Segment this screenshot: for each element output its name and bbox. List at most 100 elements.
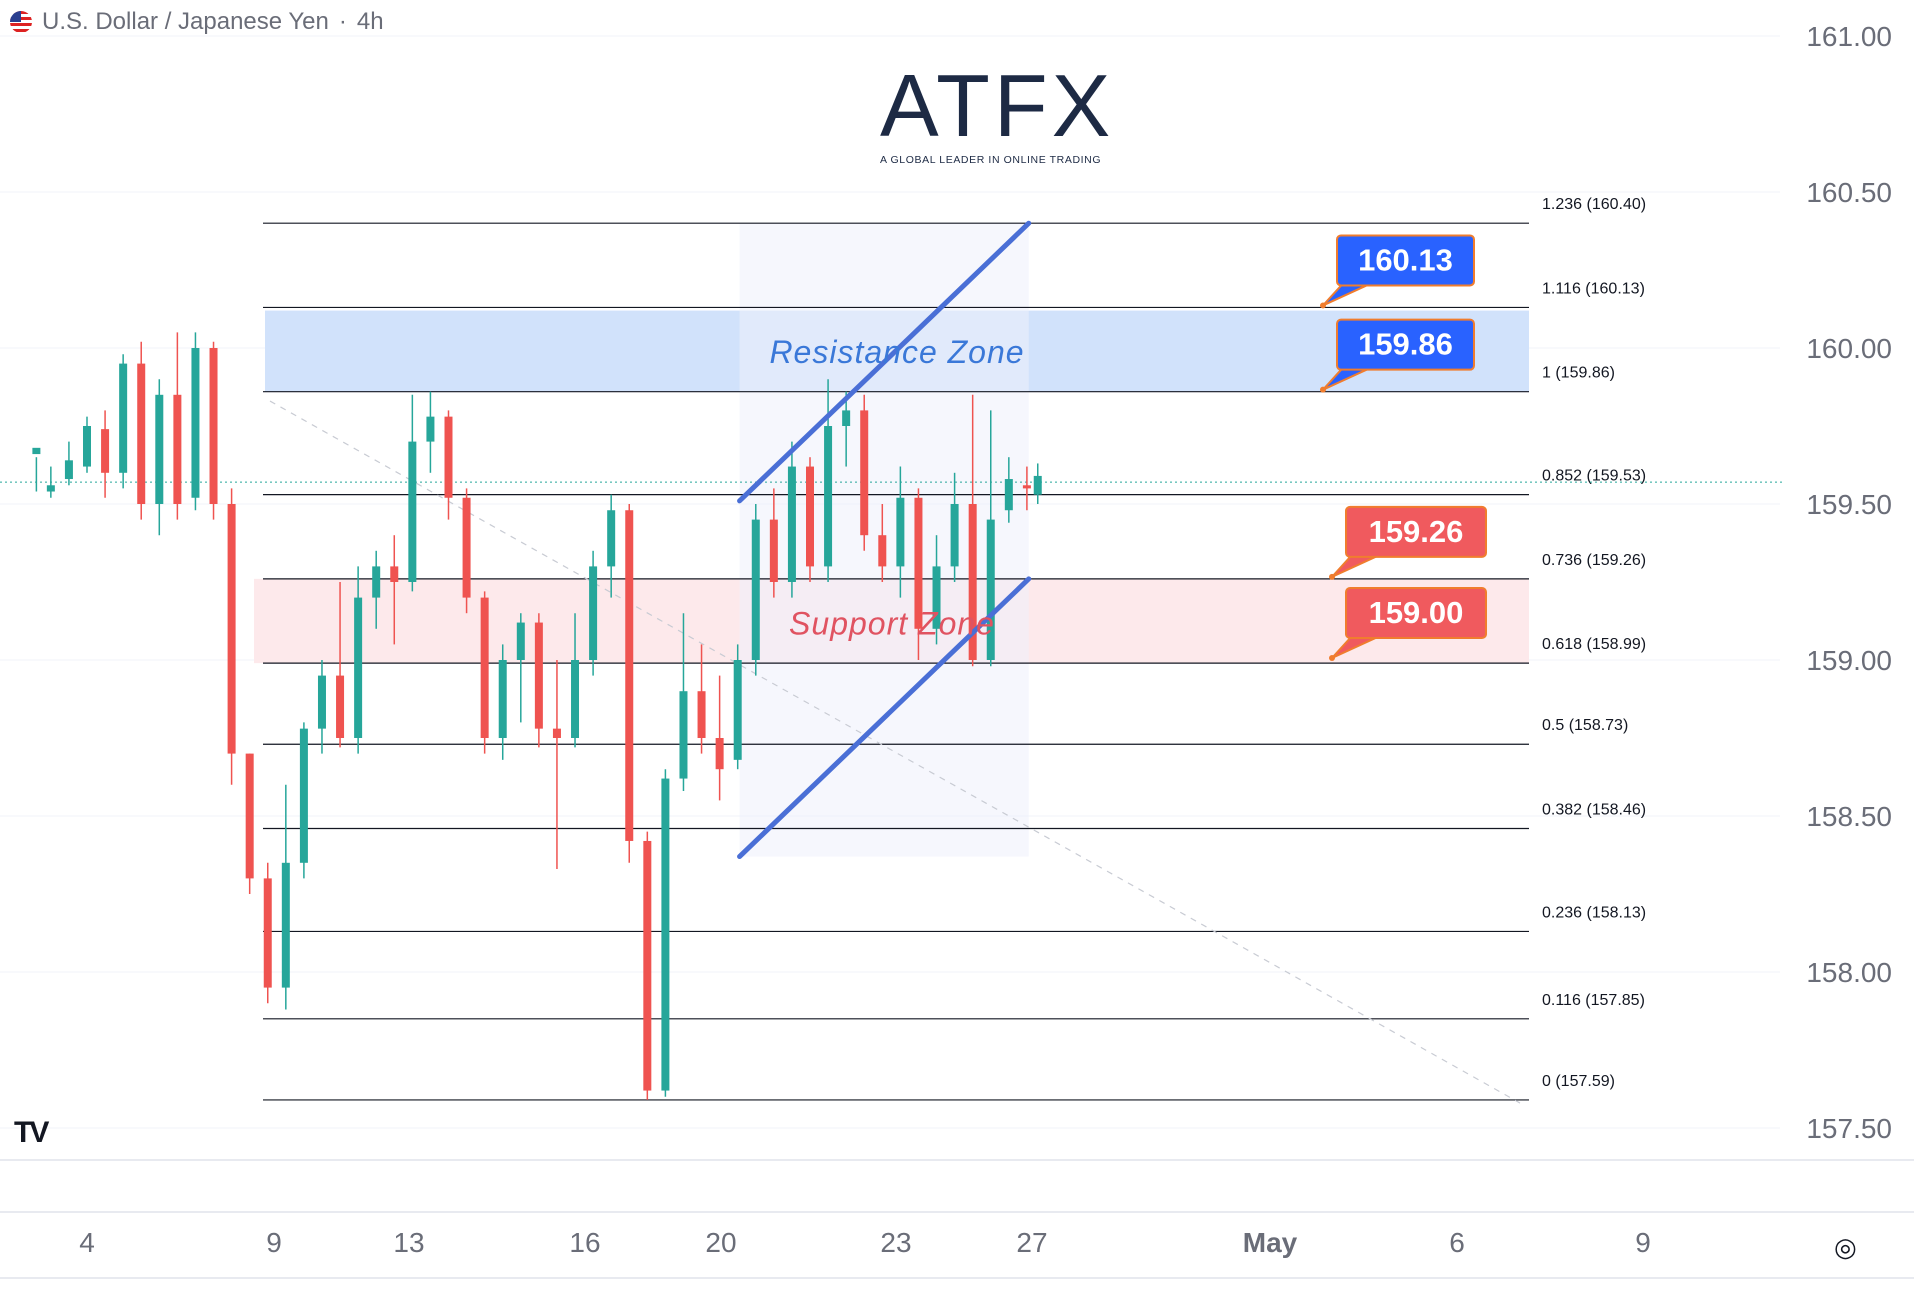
x-tick-label: 20	[705, 1227, 736, 1258]
zones	[254, 223, 1529, 857]
candle-body	[245, 753, 254, 879]
interval-label: 4h	[356, 8, 384, 35]
logo-word: ATFX	[880, 56, 1115, 155]
candle-body	[462, 497, 471, 598]
callout-pointer	[1331, 553, 1381, 578]
candle-body	[968, 504, 977, 660]
x-tick-label: 6	[1449, 1227, 1465, 1258]
symbol-name: U.S. Dollar / Japanese Yen	[42, 8, 329, 35]
candle-body	[607, 510, 616, 567]
fibonacci-levels: 1.236 (160.40) 1.116 (160.13) 1 (159.86) 0.…	[0, 196, 1785, 1104]
y-tick-label: 157.50	[1806, 1113, 1892, 1144]
candle-body	[372, 566, 381, 598]
x-tick-label: 27	[1016, 1227, 1047, 1258]
candle-body	[516, 622, 525, 660]
channel-upper-line	[737, 220, 1032, 504]
candle-body	[498, 660, 507, 738]
callout-pointer	[1322, 282, 1372, 307]
callout-anchor	[1329, 655, 1335, 661]
candle-body	[643, 840, 652, 1091]
candle-body	[914, 497, 923, 629]
callout-text: 159.86	[1358, 327, 1453, 362]
candle-body	[173, 394, 182, 504]
x-tick-label: 23	[880, 1227, 911, 1258]
x-tick-label: 13	[393, 1227, 424, 1258]
candle-body	[227, 504, 236, 754]
callout-box	[1336, 234, 1475, 287]
candle-body	[787, 466, 796, 582]
candle-body	[697, 691, 706, 738]
interval-separator: ·	[338, 8, 347, 35]
axes[interactable]: 161.00 160.50 160.00 159.50 159.00 158.50 158.…	[0, 21, 1914, 1279]
candle-body	[83, 426, 91, 467]
fib-label: 0.5 (158.73)	[1542, 717, 1628, 734]
candle-body	[769, 519, 778, 582]
tradingview-logo-icon[interactable]: TV	[14, 1116, 49, 1149]
callout-anchor	[1320, 302, 1326, 309]
y-tick-label: 158.00	[1806, 957, 1892, 988]
y-tick-label: 159.00	[1806, 645, 1892, 676]
candle-body	[444, 416, 453, 498]
candle-body	[119, 363, 128, 473]
symbol-header[interactable]: U.S. Dollar / Japanese Yen · 4h	[10, 8, 384, 36]
us-flag-icon	[10, 11, 32, 33]
candle-body	[354, 597, 363, 738]
candle-body	[426, 416, 435, 442]
fib-label: 0.382 (158.46)	[1542, 801, 1646, 818]
y-tick-label: 160.00	[1806, 333, 1892, 364]
candle-body	[715, 738, 724, 770]
candle-body	[32, 447, 41, 455]
candle-body	[733, 660, 742, 760]
candle-body	[932, 566, 941, 629]
candle-body	[1033, 475, 1042, 495]
callout-anchor	[1320, 386, 1326, 393]
callout-text: 159.26	[1369, 514, 1464, 549]
x-tick-label: 16	[569, 1227, 600, 1258]
candle-body	[299, 728, 308, 863]
candle-body	[46, 485, 55, 492]
fib-label: 0.236 (158.13)	[1542, 904, 1646, 921]
candle-body	[552, 728, 561, 738]
fib-label: 0.736 (159.26)	[1542, 552, 1646, 569]
candle-body	[1004, 479, 1013, 511]
chart-settings-icon[interactable]: ◎	[1834, 1232, 1857, 1262]
candle-body	[986, 519, 995, 660]
candle-body	[191, 348, 200, 498]
candle-body	[661, 778, 670, 1091]
candle-body	[842, 410, 851, 426]
y-tick-label: 161.00	[1806, 21, 1892, 52]
candle-body	[263, 878, 272, 988]
candle-body	[336, 675, 345, 738]
callout-box	[1345, 505, 1487, 558]
x-tick-label: 9	[266, 1227, 282, 1258]
candles	[32, 332, 1042, 1100]
price-callouts: 160.13 159.86 159.26 159.00	[1320, 234, 1487, 661]
candle-body	[896, 497, 905, 567]
candle-body	[679, 691, 688, 779]
candle-body	[101, 429, 110, 473]
candle-body	[209, 348, 218, 504]
candle-body	[589, 566, 598, 660]
resistance-zone-label: Resistance Zone	[769, 334, 1024, 370]
price-channel	[737, 220, 1032, 860]
x-tick-label: 9	[1635, 1227, 1651, 1258]
callout-anchor	[1329, 573, 1335, 580]
candle-body	[155, 394, 164, 504]
x-tick-label: May	[1243, 1227, 1298, 1258]
candle-body	[824, 426, 833, 567]
channel-lower-line	[737, 576, 1032, 860]
fib-label: 1.116 (160.13)	[1542, 280, 1645, 297]
callout-box	[1345, 587, 1487, 639]
logo-tagline: A GLOBAL LEADER IN ONLINE TRADING	[880, 154, 1102, 166]
x-tick-label: 4	[79, 1227, 95, 1258]
y-tick-label: 160.50	[1806, 177, 1892, 208]
fib-label: 0.852 (159.53)	[1542, 468, 1646, 485]
candle-body	[408, 441, 417, 582]
candle-body	[137, 363, 146, 504]
zone-labels: Resistance Zone Support Zone	[769, 334, 1024, 641]
candle-body	[860, 410, 869, 536]
callout-box	[1336, 318, 1475, 371]
fib-label: 0.116 (157.85)	[1542, 992, 1645, 1009]
